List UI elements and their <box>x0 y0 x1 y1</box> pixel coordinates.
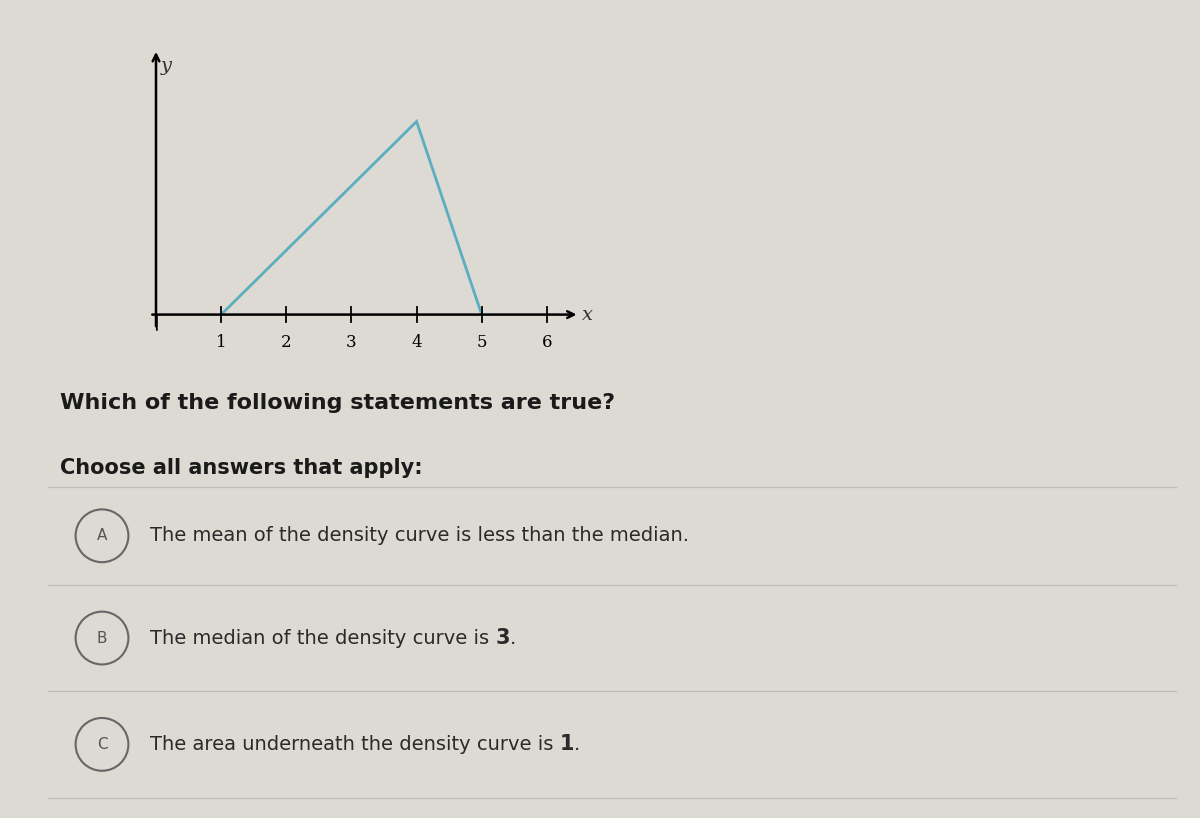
Text: B: B <box>97 631 107 645</box>
Text: 1: 1 <box>559 735 574 754</box>
Text: 2: 2 <box>281 334 292 351</box>
Text: 4: 4 <box>412 334 422 351</box>
Text: .: . <box>510 628 516 648</box>
Text: C: C <box>97 737 107 752</box>
Text: The area underneath the density curve is: The area underneath the density curve is <box>150 735 559 754</box>
Text: Which of the following statements are true?: Which of the following statements are tr… <box>60 393 616 412</box>
Text: 5: 5 <box>476 334 487 351</box>
Text: Choose all answers that apply:: Choose all answers that apply: <box>60 458 422 478</box>
Text: 3: 3 <box>496 628 510 648</box>
Text: .: . <box>574 735 581 754</box>
Text: 1: 1 <box>216 334 227 351</box>
Text: A: A <box>97 528 107 543</box>
Text: The mean of the density curve is less than the median.: The mean of the density curve is less th… <box>150 526 689 546</box>
Text: 6: 6 <box>541 334 552 351</box>
Text: 3: 3 <box>346 334 356 351</box>
Text: x: x <box>582 306 593 324</box>
Text: y: y <box>161 57 172 75</box>
Text: The median of the density curve is: The median of the density curve is <box>150 628 496 648</box>
